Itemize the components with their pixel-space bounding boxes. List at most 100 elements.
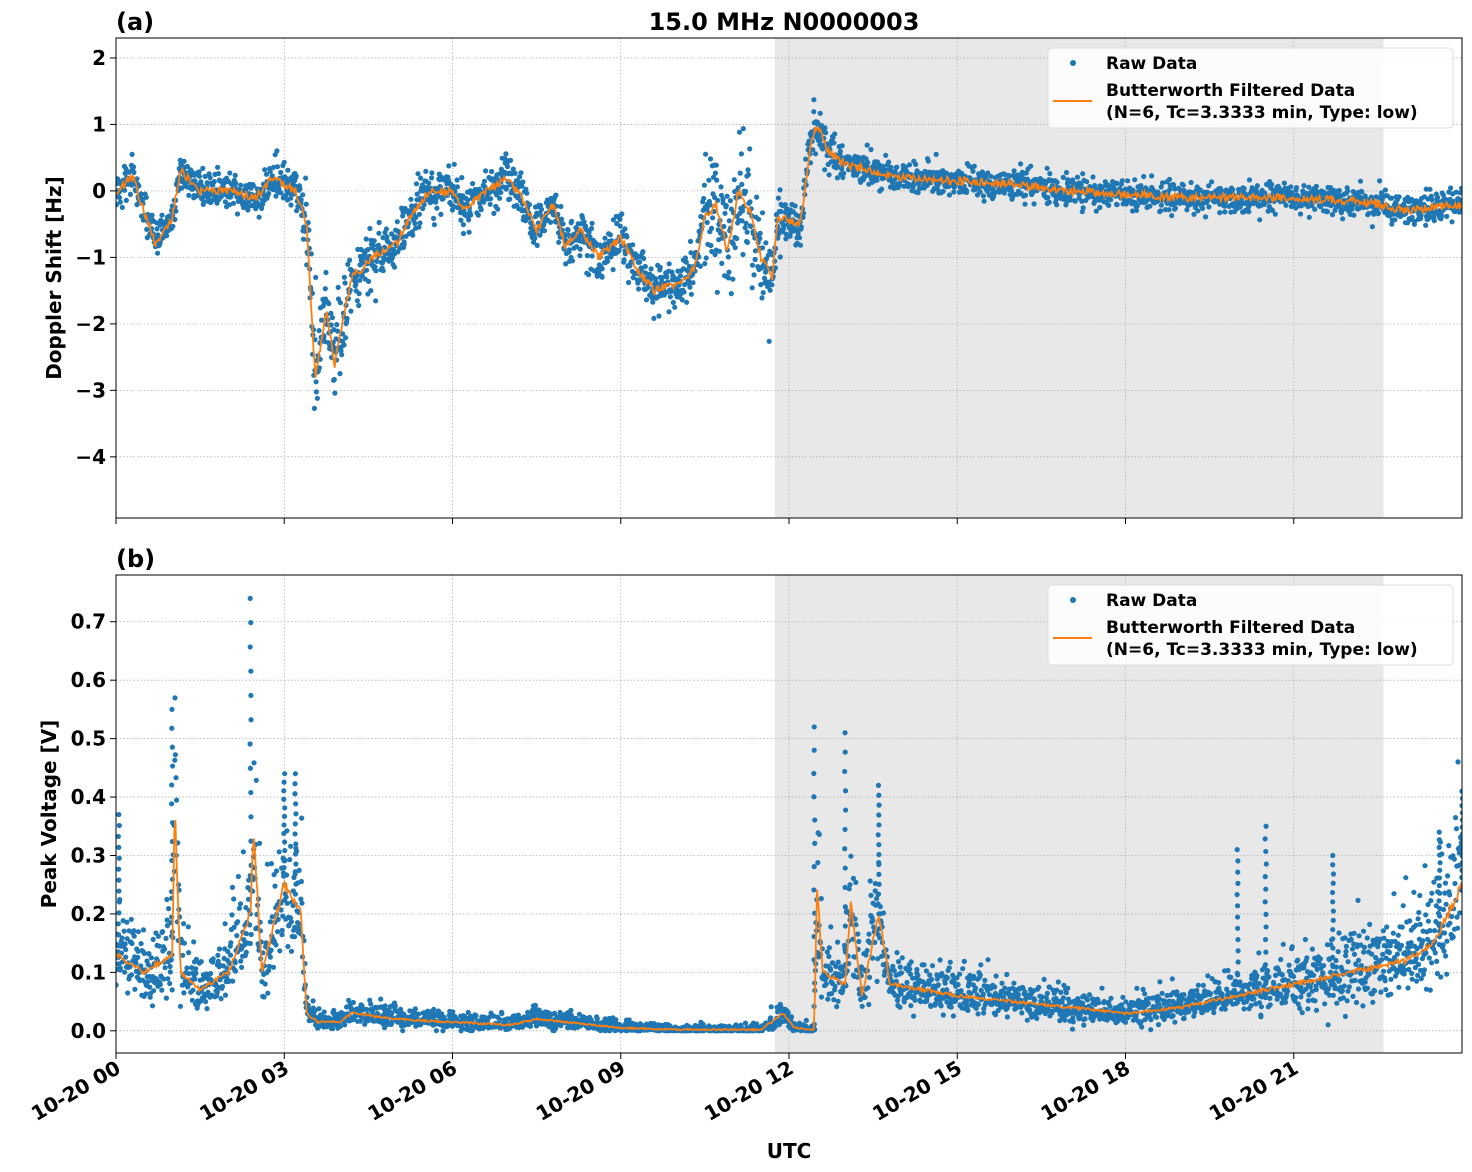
raw-data-point xyxy=(253,777,259,783)
raw-data-point xyxy=(803,156,809,162)
raw-data-point xyxy=(218,194,224,200)
raw-data-point xyxy=(970,168,976,174)
raw-data-point xyxy=(1169,213,1175,219)
raw-data-point xyxy=(747,146,753,152)
raw-data-point xyxy=(1222,209,1228,215)
raw-data-point xyxy=(553,192,559,198)
raw-data-point xyxy=(686,280,692,286)
raw-data-point xyxy=(1114,180,1120,186)
raw-data-point xyxy=(342,1022,348,1028)
raw-data-point xyxy=(172,216,178,223)
raw-data-point xyxy=(650,299,656,305)
raw-data-point xyxy=(556,239,562,245)
raw-data-point xyxy=(140,927,147,933)
raw-data-point xyxy=(334,322,340,328)
raw-data-point xyxy=(123,197,129,203)
raw-data-point xyxy=(913,161,919,167)
raw-data-point xyxy=(364,267,370,273)
raw-data-point xyxy=(1172,186,1178,192)
raw-data-point xyxy=(1230,187,1236,193)
raw-data-point xyxy=(132,986,138,992)
raw-data-point xyxy=(745,172,752,178)
raw-data-point xyxy=(537,202,544,209)
raw-data-point xyxy=(328,322,334,328)
raw-data-point xyxy=(230,200,237,206)
raw-data-point xyxy=(886,159,892,165)
raw-data-point xyxy=(518,170,524,176)
raw-data-point xyxy=(184,965,190,971)
raw-data-point xyxy=(218,996,224,1002)
raw-data-point xyxy=(138,191,144,197)
raw-data-point xyxy=(429,170,435,176)
raw-data-point xyxy=(706,177,712,183)
raw-data-point xyxy=(868,146,874,153)
raw-data-point xyxy=(238,958,244,964)
raw-data-point xyxy=(273,942,279,948)
raw-data-point xyxy=(267,919,273,925)
raw-data-point xyxy=(207,175,213,181)
raw-data-point xyxy=(363,236,369,242)
raw-data-point xyxy=(272,883,278,889)
raw-data-point xyxy=(131,169,137,175)
raw-data-point xyxy=(235,919,241,925)
raw-data-point xyxy=(164,917,170,923)
raw-data-point xyxy=(181,940,187,946)
raw-data-point xyxy=(828,924,834,930)
raw-data-point xyxy=(637,259,643,265)
raw-data-point xyxy=(670,299,676,306)
raw-data-point xyxy=(155,933,161,939)
raw-data-point xyxy=(1217,210,1223,216)
raw-data-point xyxy=(1072,198,1078,204)
raw-data-point xyxy=(269,914,275,920)
raw-data-point xyxy=(1459,185,1462,191)
raw-data-point xyxy=(1306,184,1312,190)
raw-data-point xyxy=(127,964,133,970)
raw-data-point xyxy=(466,229,472,235)
raw-data-point xyxy=(129,972,135,978)
raw-data-point xyxy=(1054,202,1060,208)
raw-data-point xyxy=(198,959,204,965)
raw-data-point xyxy=(594,273,600,279)
raw-data-point xyxy=(532,1002,539,1009)
raw-data-point xyxy=(1138,183,1144,189)
raw-data-point xyxy=(134,176,140,182)
raw-data-point xyxy=(130,164,137,170)
legend-filtered-params: (N=6, Tc=3.3333 min, Type: low) xyxy=(1106,103,1418,123)
axes-frame xyxy=(115,37,1463,519)
raw-data-point xyxy=(510,166,516,172)
raw-data-point xyxy=(275,929,281,935)
raw-data-point xyxy=(167,980,173,987)
raw-data-point xyxy=(725,275,732,281)
filtered-data-line xyxy=(116,125,1462,378)
raw-data-point xyxy=(335,328,341,334)
raw-data-point xyxy=(420,206,426,212)
raw-data-point xyxy=(977,189,983,195)
raw-data-point xyxy=(688,291,695,297)
raw-data-point xyxy=(288,948,295,954)
raw-data-point xyxy=(1453,189,1459,195)
raw-data-point xyxy=(412,220,418,226)
raw-data-point xyxy=(464,201,470,207)
raw-data-point xyxy=(767,287,773,293)
raw-data-point xyxy=(754,194,760,200)
raw-data-point xyxy=(818,896,824,902)
raw-data-point xyxy=(347,257,353,263)
raw-data-point xyxy=(811,97,817,103)
y-tick-label: 0.6 xyxy=(71,668,106,692)
raw-data-point xyxy=(157,239,163,246)
raw-data-point xyxy=(709,248,715,255)
raw-data-point xyxy=(204,1006,210,1012)
raw-data-point xyxy=(718,184,724,190)
raw-data-point xyxy=(697,263,704,269)
raw-data-point xyxy=(260,201,266,207)
raw-data-point xyxy=(239,964,245,970)
raw-data-point xyxy=(823,130,829,136)
raw-data-point xyxy=(1097,204,1103,211)
raw-data-point xyxy=(655,281,661,287)
raw-data-point xyxy=(503,151,509,157)
raw-data-point xyxy=(558,216,565,222)
raw-data-point xyxy=(380,235,386,241)
raw-data-point xyxy=(189,997,195,1003)
raw-data-point xyxy=(400,213,406,219)
